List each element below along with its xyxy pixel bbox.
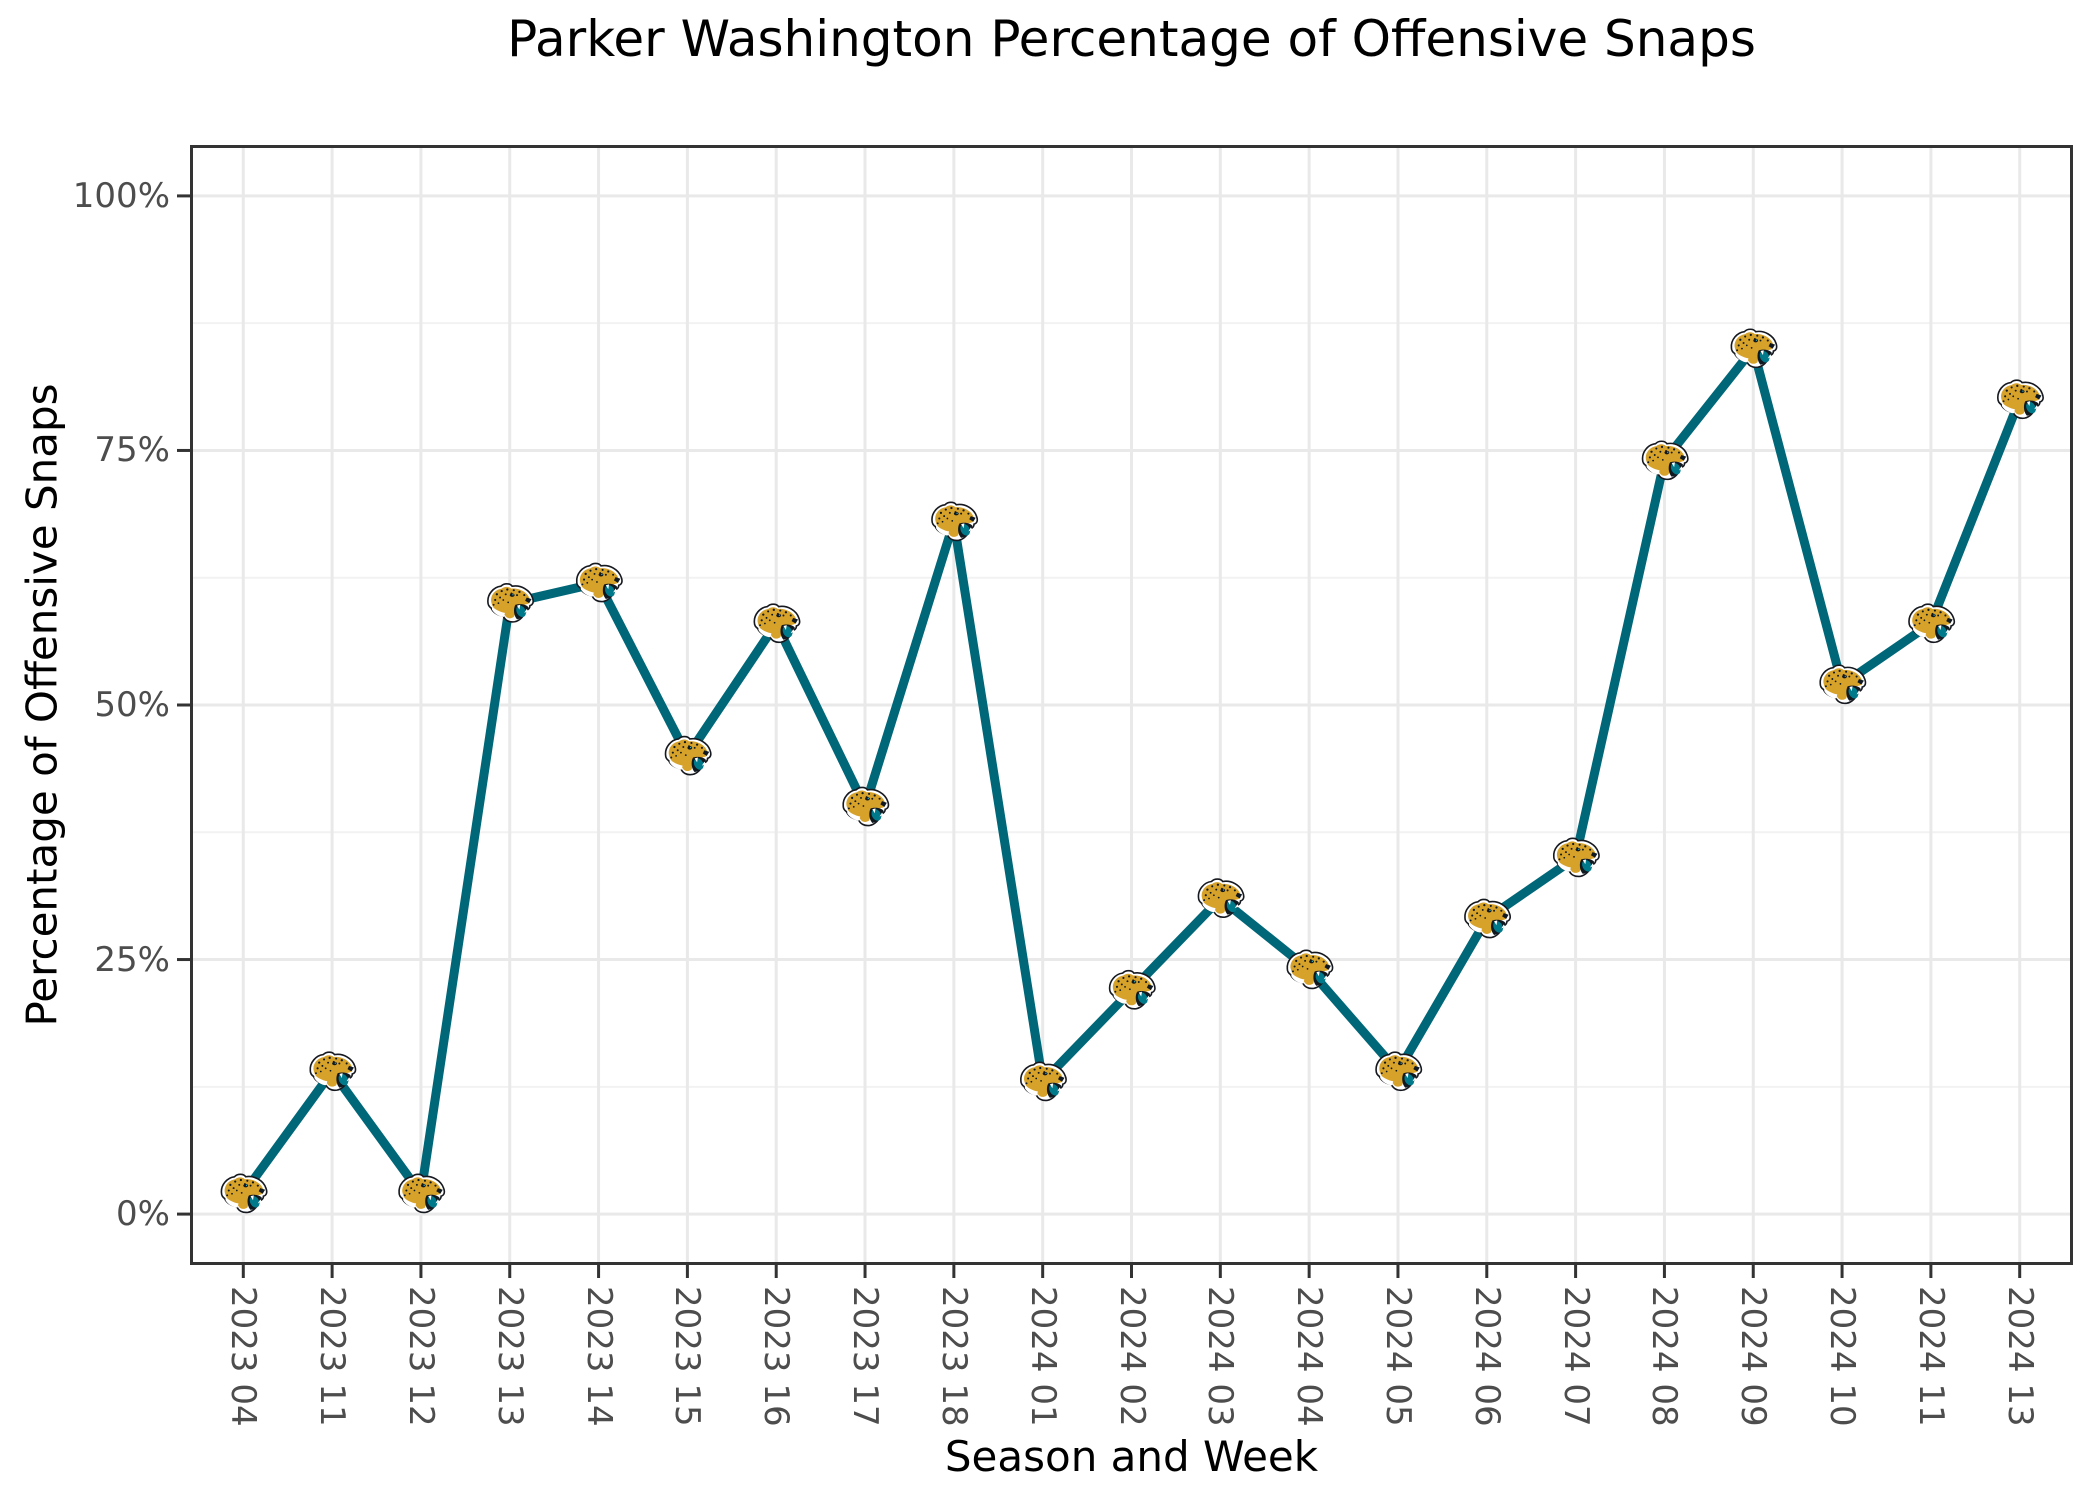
- jaguars-logo-marker: [575, 562, 623, 603]
- x-tick-label: 2024 10: [1822, 1286, 1863, 1427]
- x-tick-label: 2024 06: [1466, 1286, 1507, 1427]
- jaguars-logo-marker: [1997, 379, 2044, 420]
- jaguars-logo-marker: [664, 735, 712, 776]
- jaguars-logo-marker: [1019, 1061, 1067, 1102]
- y-tick-label: 50%: [94, 685, 170, 725]
- jaguars-logo-marker: [1641, 440, 1689, 481]
- x-tick-label: 2024 08: [1644, 1286, 1685, 1427]
- jaguars-logo-marker: [1375, 1051, 1423, 1092]
- x-tick-label: 2024 05: [1377, 1286, 1418, 1427]
- jaguars-logo-marker: [753, 603, 801, 644]
- y-tick-label: 100%: [72, 175, 170, 216]
- x-tick-label: 2024 02: [1111, 1286, 1152, 1427]
- x-tick-label: 2023 12: [400, 1286, 441, 1427]
- x-tick-label: 2024 13: [1999, 1286, 2040, 1427]
- x-tick-label: 2023 14: [578, 1286, 619, 1427]
- jaguars-logo-marker: [220, 1173, 268, 1214]
- y-tick-label: 0%: [116, 1194, 170, 1235]
- x-axis-title: Season and Week: [944, 1432, 1319, 1481]
- x-tick-label: 2023 04: [223, 1286, 264, 1427]
- jaguars-logo-marker: [487, 582, 534, 623]
- jaguars-logo-marker: [309, 1051, 357, 1092]
- x-tick-label: 2023 17: [845, 1286, 886, 1427]
- jaguars-logo-marker: [1819, 664, 1867, 705]
- x-tick-label: 2024 01: [1022, 1286, 1063, 1427]
- x-tick-label: 2024 04: [1289, 1286, 1330, 1427]
- x-tick-label: 2023 11: [312, 1286, 353, 1427]
- jaguars-logo-marker: [842, 786, 890, 827]
- x-tick-label: 2023 15: [667, 1286, 708, 1427]
- chart-title: Parker Washington Percentage of Offensiv…: [507, 10, 1756, 68]
- x-tick-label: 2024 11: [1910, 1286, 1951, 1427]
- panel-border: [190, 145, 2073, 1265]
- x-tick-label: 2023 16: [756, 1286, 797, 1427]
- jaguars-logo-marker: [931, 501, 979, 542]
- x-tick-label: 2024 07: [1555, 1286, 1596, 1427]
- y-tick-label: 25%: [94, 939, 170, 980]
- plot-area: [177, 145, 2073, 1278]
- x-tick-label: 2024 09: [1733, 1286, 1774, 1427]
- jaguars-logo-marker: [1464, 898, 1512, 939]
- x-tick-label: 2023 18: [933, 1286, 974, 1427]
- jaguars-logo-marker: [398, 1173, 446, 1214]
- y-tick-label: 75%: [94, 430, 170, 471]
- x-tick-label: 2024 03: [1200, 1286, 1241, 1427]
- x-tick-label: 2023 13: [489, 1286, 530, 1427]
